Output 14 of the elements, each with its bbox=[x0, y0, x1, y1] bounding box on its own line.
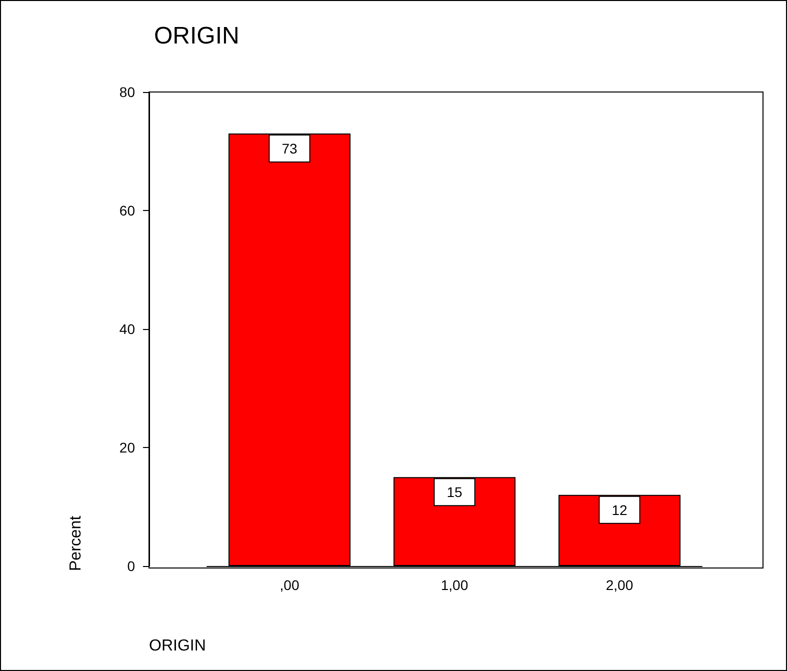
x-tick-label: ,00 bbox=[280, 577, 300, 593]
y-tick-label: 40 bbox=[119, 321, 136, 337]
y-axis-title: Percent bbox=[68, 515, 84, 571]
x-axis-title: ORIGIN bbox=[149, 638, 206, 654]
data-label: 15 bbox=[446, 484, 462, 500]
chart-title: ORIGIN bbox=[154, 22, 240, 50]
y-tick-label: 0 bbox=[127, 558, 136, 574]
x-tick-label: 1,00 bbox=[440, 577, 468, 593]
data-label: 73 bbox=[282, 140, 298, 156]
y-tick-label: 60 bbox=[119, 202, 136, 218]
x-tick-label: 2,00 bbox=[606, 577, 634, 593]
y-tick-label: 20 bbox=[119, 440, 136, 456]
data-label: 12 bbox=[612, 502, 628, 518]
y-tick-label: 80 bbox=[119, 84, 136, 100]
